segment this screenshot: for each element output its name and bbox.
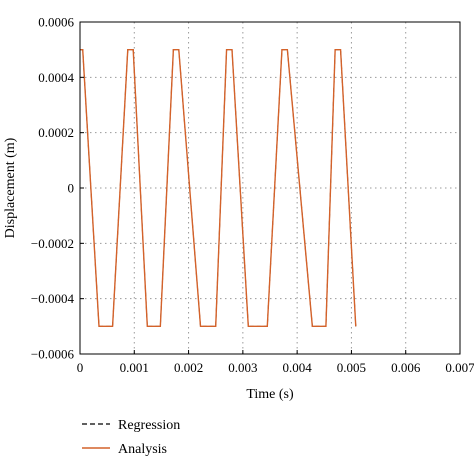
- y-axis-ticks: 0.0006 0.0004 0.0002 0 −0.0002 −0.0004 −0.0006: [31, 15, 84, 362]
- series-line-analysis: [80, 48, 357, 328]
- x-tick-label: 0.002: [174, 360, 203, 375]
- x-axis-ticks: 0 0.001 0.002 0.003 0.004 0.005 0.006 0.007: [77, 350, 474, 375]
- x-tick-label: 0.006: [391, 360, 421, 375]
- legend-label-analysis: Analysis: [118, 442, 167, 457]
- y-tick-label: 0.0002: [38, 125, 74, 140]
- x-tick-label: 0.001: [120, 360, 149, 375]
- x-tick-label: 0.004: [283, 360, 313, 375]
- x-tick-label: 0.005: [337, 360, 366, 375]
- x-tick-label: 0.007: [445, 360, 474, 375]
- series-lines: [80, 48, 357, 328]
- legend: Regression Analysis: [82, 418, 180, 457]
- grid-lines: [80, 22, 460, 354]
- x-axis-label: Time (s): [246, 387, 294, 402]
- legend-label-regression: Regression: [118, 418, 180, 433]
- y-tick-label: −0.0006: [31, 347, 75, 362]
- y-tick-label: −0.0002: [31, 236, 74, 251]
- y-tick-label: 0: [68, 181, 75, 196]
- y-tick-label: −0.0004: [31, 291, 75, 306]
- y-tick-label: 0.0006: [38, 15, 74, 30]
- x-tick-label: 0: [77, 360, 84, 375]
- y-axis-label: Displacement (m): [3, 137, 18, 238]
- x-tick-label: 0.003: [228, 360, 257, 375]
- y-tick-label: 0.0004: [38, 70, 74, 85]
